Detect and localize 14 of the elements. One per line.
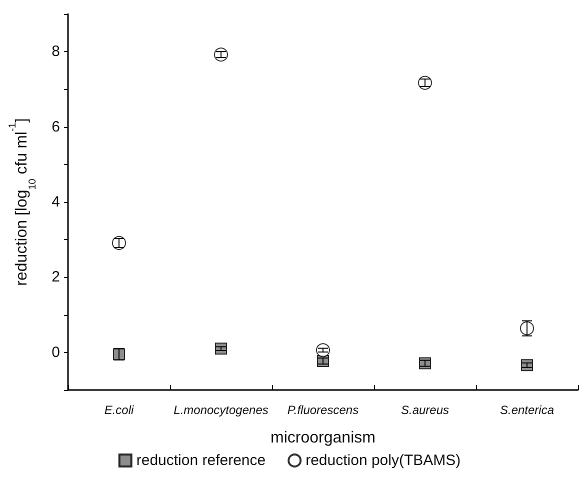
x-tick-label: S.enterica [500, 403, 554, 417]
y-tick-label: 4 [52, 194, 60, 210]
x-axis-title: microorganism [270, 430, 376, 446]
x-tick-label: E.coli [104, 403, 134, 417]
y-tick-label: 0 [52, 344, 60, 361]
legend-label: reduction reference [136, 452, 266, 469]
x-tick-label: S.aureus [400, 403, 450, 417]
x-tick-label: P.fluorescens [287, 403, 359, 417]
y-tick-label: 6 [52, 118, 60, 136]
y-tick-label: 2 [52, 268, 60, 286]
x-tick-label: L.monocytogenes [174, 403, 268, 417]
legend-label: reduction poly(TBAMS) [306, 452, 461, 469]
y-tick-label: 8 [52, 43, 60, 60]
y-axis-title: reduction [log10 cfu ml-1] [8, 118, 38, 286]
